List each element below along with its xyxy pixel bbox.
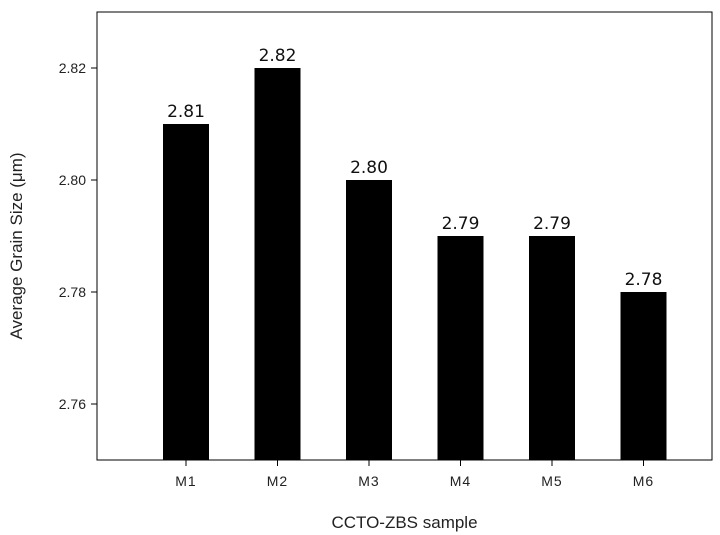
- y-tick-label: 2.76: [59, 396, 86, 412]
- y-axis-title: Average Grain Size (μm): [7, 152, 26, 339]
- plot-frame: [96, 11, 713, 461]
- x-tick-label-m1: M1: [175, 473, 196, 489]
- bars-group: [163, 68, 667, 460]
- y-tick-label: 2.82: [59, 60, 86, 76]
- data-label-m3: 2.80: [350, 158, 388, 178]
- x-tick-label-m4: M4: [450, 473, 471, 489]
- bar-m5: [529, 236, 575, 460]
- data-labels-group: 2.81 2.82 2.80 2.79 2.79 2.78: [167, 46, 662, 290]
- y-tick-label: 2.80: [59, 172, 86, 188]
- data-label-m5: 2.79: [533, 214, 571, 234]
- x-axis: M1 M2 M3 M4 M5 M6: [175, 460, 654, 489]
- y-axis: 2.76 2.78 2.80 2.82: [59, 60, 97, 412]
- bar-m2: [254, 68, 301, 460]
- bar-m1: [163, 124, 209, 460]
- data-label-m6: 2.78: [625, 270, 663, 290]
- x-tick-label-m2: M2: [267, 473, 288, 489]
- x-axis-title: CCTO-ZBS sample: [331, 513, 477, 532]
- bar-m3: [346, 180, 392, 460]
- bar-m4: [437, 236, 484, 460]
- x-tick-label-m6: M6: [633, 473, 654, 489]
- data-label-m2: 2.82: [259, 46, 297, 66]
- data-label-m1: 2.81: [167, 102, 205, 122]
- y-tick-label: 2.78: [59, 284, 86, 300]
- x-tick-label-m5: M5: [541, 473, 562, 489]
- x-tick-label-m3: M3: [358, 473, 379, 489]
- bar-m6: [620, 292, 667, 460]
- data-label-m4: 2.79: [442, 214, 480, 234]
